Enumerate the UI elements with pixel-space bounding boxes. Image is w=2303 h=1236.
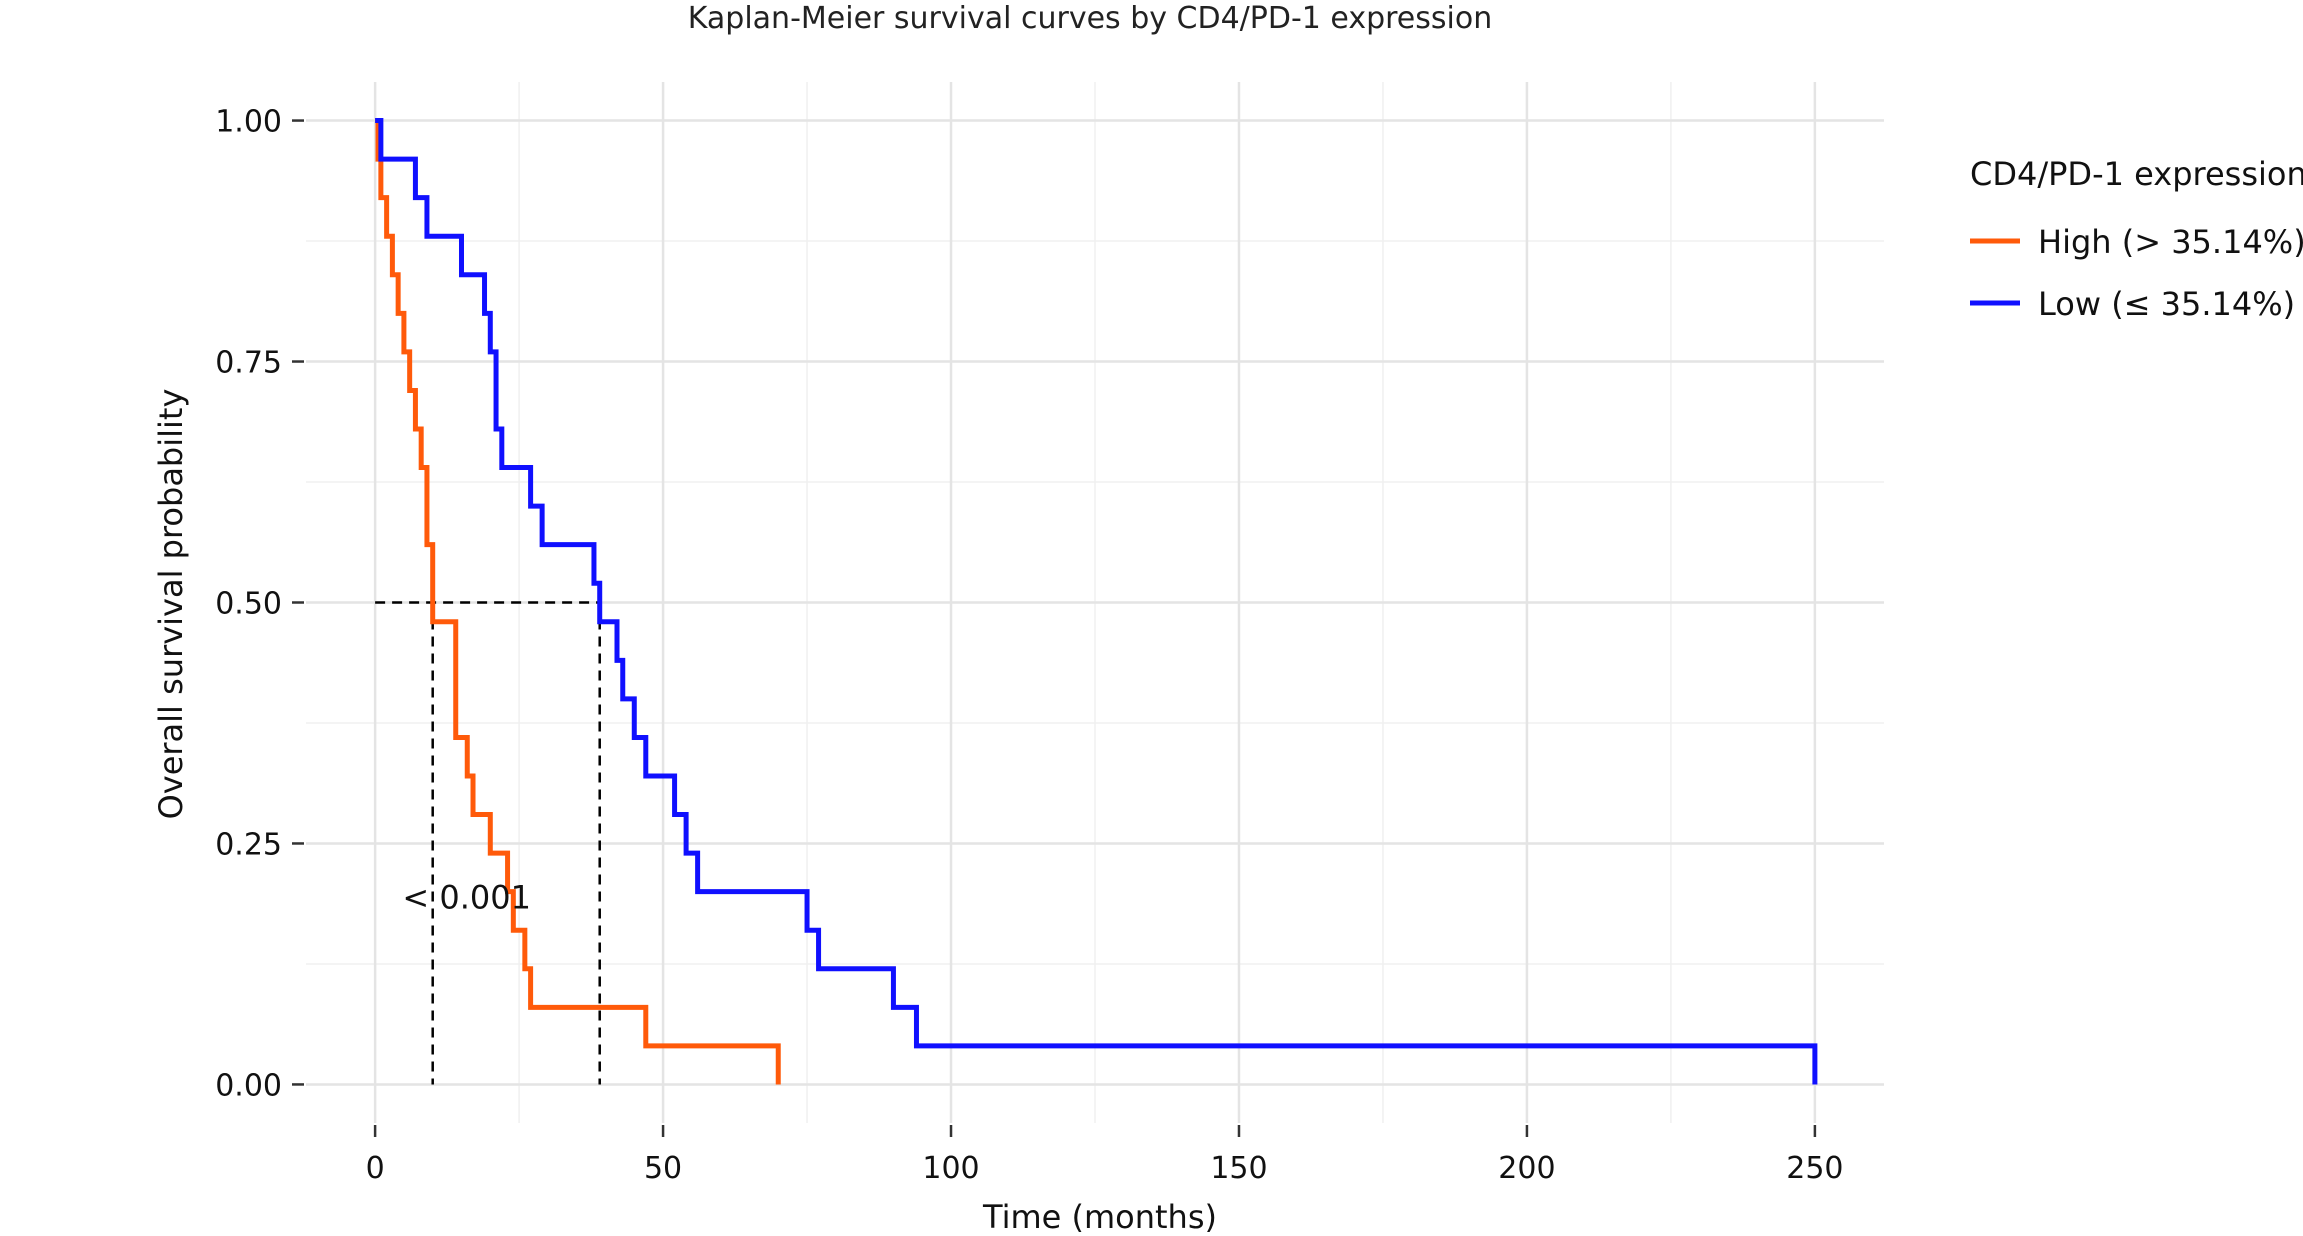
- series-line-high: [375, 118, 781, 1085]
- legend-title: CD4/PD-1 expression: [1970, 155, 2303, 193]
- x-axis-title: Time (months): [982, 1198, 1217, 1236]
- x-tick-label: 100: [922, 1151, 979, 1186]
- axis-ticks: 0 50 100 150 200 250 0.00 0.25 0.50 0.75 1.00: [215, 105, 1843, 1186]
- y-tick-label: 0.00: [215, 1068, 282, 1103]
- x-tick-label: 0: [366, 1151, 385, 1186]
- chart-title: Kaplan-Meier survival curves by CD4/PD-1…: [688, 1, 1492, 36]
- x-tick-label: 150: [1210, 1151, 1267, 1186]
- y-tick-label: 0.75: [215, 346, 282, 381]
- y-tick-label: 0.50: [215, 587, 282, 622]
- series-lines: [375, 118, 1818, 1085]
- x-tick-label: 50: [644, 1151, 682, 1186]
- legend-label-high: High (> 35.14%): [2038, 223, 2303, 261]
- series-line-low: [375, 118, 1818, 1085]
- y-tick-label: 1.00: [215, 105, 282, 140]
- x-tick-label: 250: [1786, 1151, 1843, 1186]
- x-tick-label: 200: [1498, 1151, 1555, 1186]
- y-tick-label: 0.25: [215, 827, 282, 862]
- median-survival-lines: [375, 601, 601, 1085]
- y-axis-title: Overall survival probability: [152, 389, 190, 820]
- legend-item-low: Low (≤ 35.14%): [1970, 285, 2295, 323]
- annotation-pvalue: < 0.001: [402, 878, 531, 916]
- legend-label-low: Low (≤ 35.14%): [2038, 285, 2295, 323]
- legend: CD4/PD-1 expression High (> 35.14%) Low …: [1970, 155, 2303, 323]
- legend-item-high: High (> 35.14%): [1970, 223, 2303, 261]
- grid: [306, 82, 1884, 1123]
